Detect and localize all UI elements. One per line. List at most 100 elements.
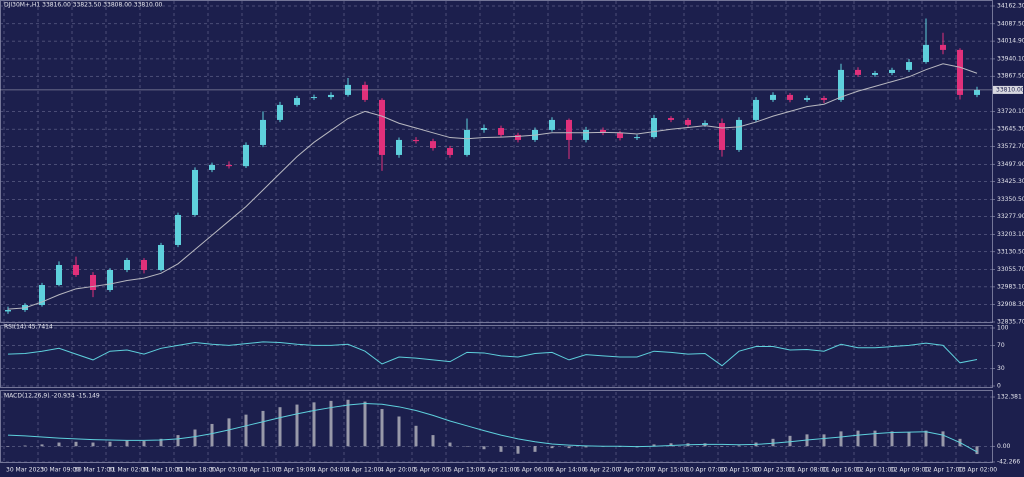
candle-body [702,123,708,125]
candle-body [447,148,453,155]
candle-body [600,129,606,134]
candle-body [940,44,946,50]
macd-bar [244,414,248,447]
macd-bar [363,401,367,447]
y-tick-label: 33720.10 [997,108,1024,115]
x-tick-label: 30 Mar 2023 [6,467,44,474]
candle-body [906,62,912,70]
x-tick-label: 12 Apr 01:00 [856,467,895,474]
candle-body [753,99,759,120]
candle-body [141,259,147,271]
macd-bar [40,444,44,447]
macd-bar [907,432,911,447]
macd-bar [448,442,452,447]
y-tick-label: 33055.70 [997,266,1024,273]
y-tick-label: 33867.50 [997,73,1024,80]
macd-bar [346,399,350,447]
macd-bar [873,430,877,447]
x-tick-label: 7 Apr 07:00 [618,467,653,474]
candle-body [549,119,555,130]
x-tick-label: 11 Apr 16:00 [822,467,861,474]
macd-bar [720,446,724,447]
candle-body [413,139,419,142]
macd-bar [142,441,146,447]
x-tick-label: 4 Apr 12:00 [346,467,381,474]
macd-bar [822,434,826,447]
candle-body [73,264,79,276]
macd-bar [499,446,503,452]
panel-title: MACD(12,26,9) -20.934 -15.149 [4,393,100,400]
macd-bar [669,443,673,447]
candle-body [124,259,130,271]
y-tick-label: 33277.90 [997,213,1024,220]
candle-body [515,134,521,140]
candle-body [583,129,589,140]
labels: DJI30M+,H1 33816.00 33823.50 33808.00 33… [4,2,1024,474]
x-tick-label: 6 Apr 14:00 [550,467,585,474]
candle-body [923,44,929,63]
candle-body [396,139,402,155]
macd-frame [0,390,993,463]
macd-bar [856,430,860,447]
macd-bar [278,407,282,447]
macd-bar [533,446,537,452]
macd-bar [261,410,265,447]
x-tick-label: 5 Apr 21:00 [482,467,517,474]
macd-bar [431,435,435,447]
macd-bar [210,423,214,447]
x-tick-label: 30 Mar 17:00 [74,467,114,474]
macd-bar [380,409,384,447]
rsi-frame [0,325,993,388]
candle-body [158,244,164,271]
x-tick-label: 10 Apr 15:00 [720,467,759,474]
candle-body [957,49,963,95]
y-tick-label: 33425.30 [997,178,1024,185]
candle-body [804,98,810,100]
candle-body [736,119,742,150]
candle-body [294,98,300,105]
candle-body [668,118,674,120]
x-tick-label: 5 Apr 13:00 [448,467,483,474]
macd-bar [465,446,469,447]
x-tick-label: 31 Mar 18:00 [176,467,216,474]
x-tick-label: 31 Mar 10:00 [142,467,182,474]
macd-bar [737,445,741,447]
candle-body [362,84,368,100]
macd-bar [91,442,95,447]
x-tick-label: 31 Mar 02:00 [108,467,148,474]
x-tick-label: 12 Apr 17:00 [924,467,963,474]
y-tick-label: 33350.50 [997,196,1024,203]
x-tick-label: 6 Apr 22:00 [584,467,619,474]
marks [0,18,992,455]
candle-body [464,129,470,155]
y-tick-label: -42.266 [997,459,1020,466]
y-tick-label: 0.00 [997,443,1011,450]
y-tick-label: 33130.50 [997,248,1024,255]
y-tick-label: 32908.30 [997,301,1024,308]
candle-body [192,169,198,215]
candle-body [328,94,334,98]
candle-body [889,69,895,74]
signal-line [7,402,978,453]
candle-body [770,94,776,100]
y-tick-label: 100 [997,325,1009,332]
y-tick-label: 0 [997,383,1001,390]
x-tick-label: 3 Apr 19:00 [278,467,313,474]
macd-bar [941,431,945,447]
candle-body [379,99,385,155]
x-tick-label: 5 Apr 05:00 [414,467,449,474]
y-tick-label: 33940.10 [997,55,1024,62]
y-tick-label: 34087.50 [997,20,1024,27]
macd-bar [176,435,180,447]
macd-bar [23,445,27,447]
macd-bar [295,404,299,447]
candle-body [56,264,62,286]
candle-body [787,94,793,100]
macd-bar [57,442,61,447]
last-price-box [993,85,1023,94]
x-tick-label: 3 Apr 11:00 [244,467,279,474]
y-tick-label: 33497.90 [997,161,1024,168]
candle-body [566,119,572,140]
candle-body [872,73,878,75]
